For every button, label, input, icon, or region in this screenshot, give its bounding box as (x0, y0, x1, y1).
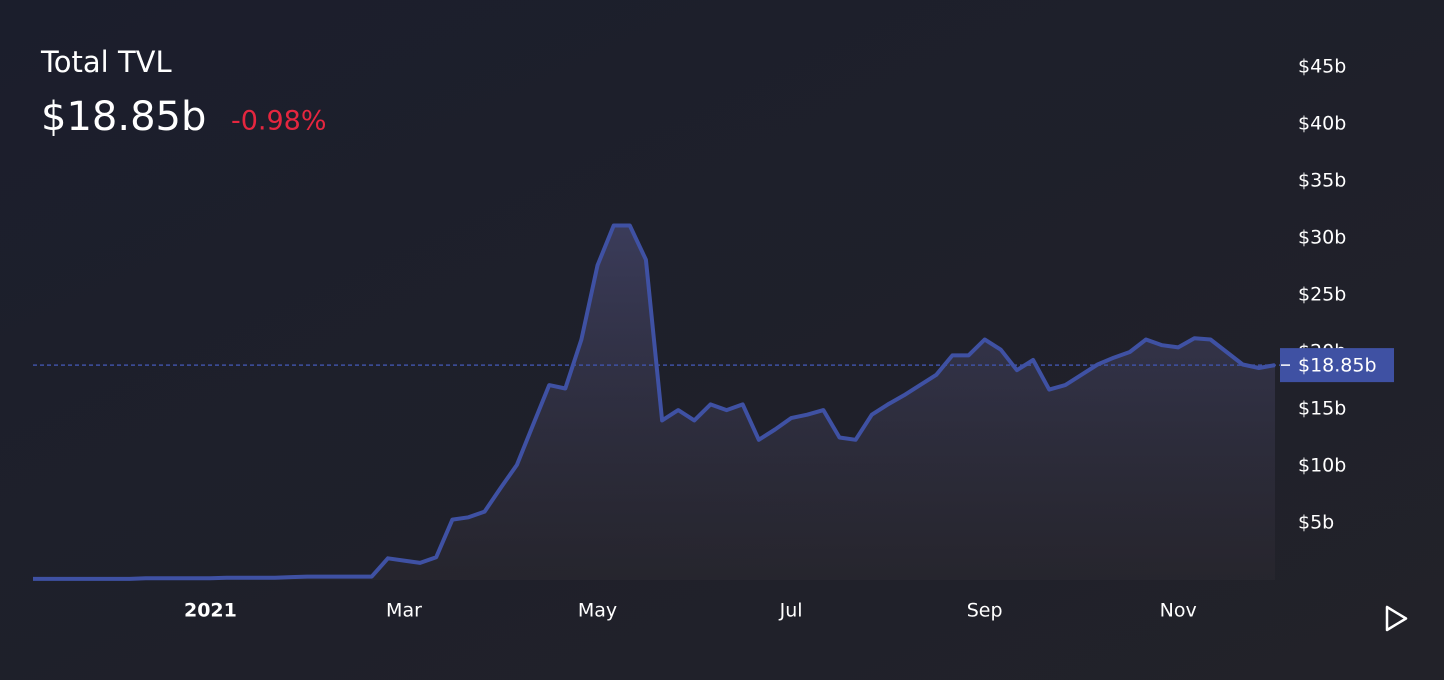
x-tick-label: Mar (386, 600, 422, 622)
y-tick-label: $10b (1298, 455, 1346, 477)
x-tick-label: Jul (779, 600, 803, 622)
play-button[interactable] (1385, 605, 1408, 632)
x-tick-label: 2021 (184, 600, 237, 622)
x-tick-label: May (578, 600, 617, 622)
current-value: $18.85b (41, 94, 206, 140)
change: -0.98% (231, 106, 327, 137)
y-tick-label: $35b (1298, 170, 1346, 192)
current-label-box (1280, 348, 1394, 383)
y-tick-label: $30b (1298, 227, 1346, 249)
area (33, 225, 1275, 580)
y-tick-label: $15b (1298, 398, 1346, 420)
x-tick-label: Nov (1160, 600, 1197, 622)
x-tick-label: Sep (967, 600, 1003, 622)
y-tick-label: $5b (1298, 512, 1334, 534)
current-label: $18.85b (1298, 355, 1377, 377)
y-tick-label: $25b (1298, 284, 1346, 306)
line (33, 223, 1276, 581)
chart-title: Total TVL (40, 45, 172, 79)
y-tick-label: $40b (1298, 113, 1346, 135)
y-tick-label: $45b (1298, 56, 1346, 78)
